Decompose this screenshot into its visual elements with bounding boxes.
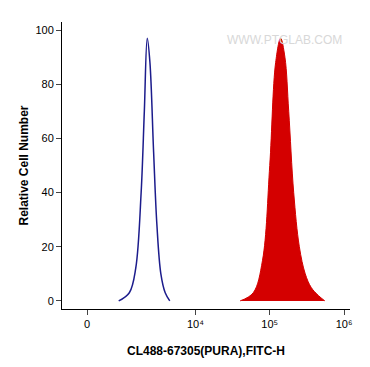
svg-text:60: 60 <box>42 132 54 144</box>
svg-text:CL488-67305(PURA),FITC-H: CL488-67305(PURA),FITC-H <box>127 344 285 358</box>
svg-text:10⁴: 10⁴ <box>187 318 204 330</box>
svg-text:10⁵: 10⁵ <box>261 318 278 330</box>
svg-text:0: 0 <box>48 295 54 307</box>
svg-text:80: 80 <box>42 78 54 90</box>
svg-text:WWW.PTGLAB.COM: WWW.PTGLAB.COM <box>227 33 342 47</box>
svg-text:0: 0 <box>84 318 90 330</box>
svg-text:100: 100 <box>35 24 53 36</box>
svg-text:10⁶: 10⁶ <box>336 318 353 330</box>
svg-text:Relative Cell Number: Relative Cell Number <box>17 105 31 225</box>
svg-text:40: 40 <box>42 186 54 198</box>
svg-text:20: 20 <box>42 241 54 253</box>
